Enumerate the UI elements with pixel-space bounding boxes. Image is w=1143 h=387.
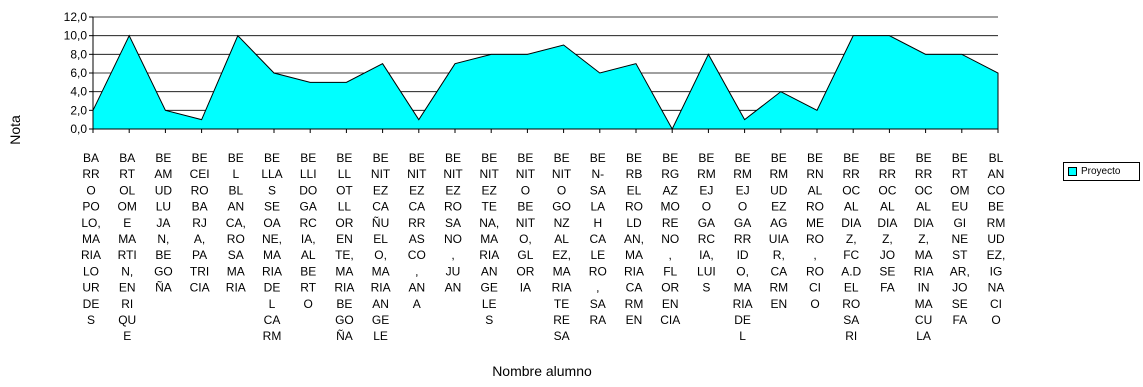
x-tick-label: BE CEI RO BA RJ A, PA TRI CIA [190, 151, 210, 295]
x-tick-label: BE RN AL RO ME RO, RO CI O [806, 151, 824, 311]
y-tick-label: 4,0 [70, 85, 87, 99]
legend: Proyecto [1063, 162, 1140, 181]
legend-swatch-proyecto [1068, 167, 1077, 176]
x-tick-label: BA RR O PO LO, MA RIA LO UR DE S [81, 151, 101, 327]
x-tick-labels: BA RR O PO LO, MA RIA LO UR DE S BA RT OL OM E MA RTI N, EN… [81, 151, 1005, 343]
y-tick-label: 2,0 [70, 103, 87, 117]
x-tick-label: BA RT OL OM E MA RTI N, EN RI QU E [118, 151, 137, 343]
x-tick-label: BE RR OC AL DIA Z, MA RIA IN MA CU LA [914, 151, 934, 343]
x-tick-label: BE AM UD LU JA N, BE GO ÑA [154, 151, 173, 295]
x-tick-label: BE RR OC AL DIA Z, FC A.D EL RO SA RI [841, 151, 861, 343]
x-tick-label: BE RM UD EZ AG UIA R, CA RM EN [769, 151, 789, 311]
x-tick-label: BE RG AZ MO RE NO, FL OR EN CIA [660, 151, 680, 327]
legend-label-proyecto: Proyecto [1081, 166, 1121, 177]
x-tick-label: BE NIT EZ CA ÑU EL O, MA RIA AN GE LE [371, 151, 391, 343]
area-proyecto [92, 34, 999, 131]
x-tick-label: BL AN CO BE RM UD EZ, IG NA CI O [987, 151, 1006, 327]
area-series [92, 34, 999, 131]
y-tick-label: 10,0 [64, 29, 88, 43]
x-tick-label: BE N-SA LA H CA LE RO, SA RA [589, 151, 607, 327]
x-tick-label: BE NIT EZ TE NA, MA RIA AN GE LE S [479, 151, 499, 327]
y-tick-label: 6,0 [70, 66, 87, 80]
x-tick-label: BE LLA S SE OA NE, MA RIA DE L CA RM [261, 151, 282, 343]
x-tick-label: BE L BL AN CA, RO SA MA RIA [226, 151, 246, 295]
y-tick-label: 12,0 [64, 10, 88, 24]
y-tick-label: 0,0 [70, 122, 87, 136]
x-tick-label: BE RT OM EU GI NE ST AR, JO SE FA [950, 151, 970, 327]
axes [89, 16, 999, 133]
x-tick-label: BE LL OT LL OR EN TE, MA RIA BE GO ÑA [334, 151, 354, 343]
x-tick-label: BE RB EL RO LD AN, MA RIA CA RM EN [624, 151, 644, 327]
x-axis-title: Nombre alumno [492, 363, 592, 379]
x-tick-label: BE NIT EZ RO SA NO, JU AN [443, 151, 463, 295]
x-tick-label: BE LLI DO GA RC IA, AL BE RT O [299, 151, 317, 311]
y-tick-label: 8,0 [70, 47, 87, 61]
x-tick-label: BE NIT O BE NIT O, GL OR IA [516, 151, 536, 295]
x-tick-label: BE RM EJ O GA RC IA, LUI S [697, 151, 716, 295]
y-axis-title: Nota [7, 115, 23, 145]
x-tick-label: BE RR OC AL DIA Z, JO SE FA [877, 151, 897, 295]
y-tick-labels: 0,0 2,0 4,0 6,0 8,0 10,0 12,0 [64, 10, 88, 136]
x-tick-label: BE RM EJ O GA RR ID O, MA RIA DE L [733, 151, 753, 343]
x-tick-label: BE NIT O GO NZ AL EZ, MA RIA TE RE SA [552, 151, 572, 343]
x-tick-label: BE NIT EZ CA RR AS CO, AN A [407, 151, 427, 311]
